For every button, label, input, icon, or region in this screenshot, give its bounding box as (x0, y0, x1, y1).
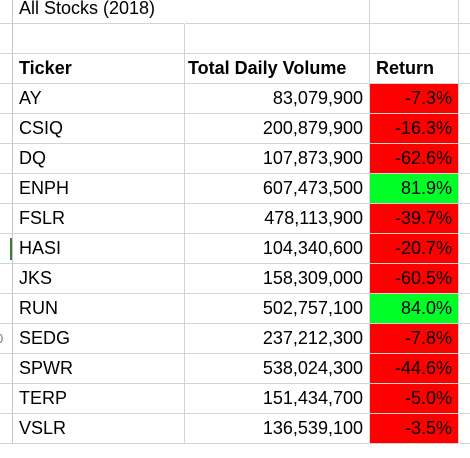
empty-cell[interactable] (459, 414, 470, 444)
row-gutter (0, 144, 13, 174)
volume-cell[interactable]: 104,340,600 (185, 234, 370, 264)
row-gutter (0, 294, 13, 324)
header-row: Ticker Total Daily Volume Return (0, 54, 470, 84)
ticker-cell[interactable]: HASI (13, 234, 185, 264)
return-cell[interactable]: 81.9% (370, 174, 459, 204)
ticker-cell[interactable]: TERP (13, 384, 185, 414)
empty-cell[interactable] (185, 24, 370, 54)
table-row: JKS 158,309,000 -60.5% (0, 264, 470, 294)
title-row: All Stocks (2018) (0, 0, 470, 24)
row-gutter (0, 204, 13, 234)
row-selection-marker (10, 238, 12, 260)
header-ticker[interactable]: Ticker (13, 54, 185, 84)
volume-cell[interactable]: 107,873,900 (185, 144, 370, 174)
header-total-daily-volume[interactable]: Total Daily Volume (185, 54, 370, 84)
empty-row (0, 24, 470, 54)
row-gutter (0, 234, 13, 264)
empty-cell[interactable] (459, 144, 470, 174)
volume-cell[interactable]: 136,539,100 (185, 414, 370, 444)
return-cell[interactable]: -5.0% (370, 384, 459, 414)
table-row: ENPH 607,473,500 81.9% (0, 174, 470, 204)
ticker-cell[interactable]: JKS (13, 264, 185, 294)
empty-cell[interactable] (459, 204, 470, 234)
row-gutter (0, 0, 13, 24)
empty-cell[interactable] (185, 0, 370, 24)
ticker-cell[interactable]: SEDG (13, 324, 185, 354)
empty-cell[interactable] (370, 0, 459, 24)
ticker-cell[interactable]: AY (13, 84, 185, 114)
ticker-cell[interactable]: SPWR (13, 354, 185, 384)
volume-cell[interactable]: 237,212,300 (185, 324, 370, 354)
row-gutter (0, 114, 13, 144)
table-row: TERP 151,434,700 -5.0% (0, 384, 470, 414)
empty-cell[interactable] (459, 114, 470, 144)
table-row: HASI 104,340,600 -20.7% (0, 234, 470, 264)
row-gutter (0, 384, 13, 414)
volume-cell[interactable]: 158,309,000 (185, 264, 370, 294)
volume-cell[interactable]: 151,434,700 (185, 384, 370, 414)
ticker-cell[interactable]: RUN (13, 294, 185, 324)
row-gutter (0, 54, 13, 84)
volume-cell[interactable]: 83,079,900 (185, 84, 370, 114)
return-cell[interactable]: -20.7% (370, 234, 459, 264)
volume-cell[interactable]: 200,879,900 (185, 114, 370, 144)
empty-cell[interactable] (13, 24, 185, 54)
empty-cell[interactable] (370, 24, 459, 54)
row-gutter (0, 24, 13, 54)
return-cell[interactable]: -62.6% (370, 144, 459, 174)
sheet-title-cell[interactable]: All Stocks (2018) (13, 0, 184, 24)
row-gutter: 0 (0, 324, 13, 354)
return-cell[interactable]: -7.8% (370, 324, 459, 354)
return-cell[interactable]: -3.5% (370, 414, 459, 444)
ticker-cell[interactable]: FSLR (13, 204, 185, 234)
empty-cell[interactable] (459, 354, 470, 384)
table-row: FSLR 478,113,900 -39.7% (0, 204, 470, 234)
return-cell[interactable]: -44.6% (370, 354, 459, 384)
row-number: 0 (0, 324, 10, 353)
empty-cell[interactable] (459, 0, 470, 24)
volume-cell[interactable]: 538,024,300 (185, 354, 370, 384)
volume-cell[interactable]: 502,757,100 (185, 294, 370, 324)
return-cell[interactable]: -60.5% (370, 264, 459, 294)
ticker-cell[interactable]: DQ (13, 144, 185, 174)
row-gutter (0, 264, 13, 294)
row-gutter (0, 354, 13, 384)
empty-cell[interactable] (459, 174, 470, 204)
table-row: SPWR 538,024,300 -44.6% (0, 354, 470, 384)
empty-cell[interactable] (459, 84, 470, 114)
empty-cell[interactable] (459, 234, 470, 264)
empty-cell[interactable] (459, 384, 470, 414)
empty-cell[interactable] (459, 324, 470, 354)
ticker-cell[interactable]: VSLR (13, 414, 185, 444)
table-row: CSIQ 200,879,900 -16.3% (0, 114, 470, 144)
return-cell[interactable]: -7.3% (370, 84, 459, 114)
empty-cell[interactable] (459, 264, 470, 294)
table-row: AY 83,079,900 -7.3% (0, 84, 470, 114)
return-cell[interactable]: -39.7% (370, 204, 459, 234)
row-gutter (0, 174, 13, 204)
empty-cell[interactable] (459, 294, 470, 324)
row-gutter (0, 414, 13, 444)
empty-cell[interactable] (459, 24, 470, 54)
volume-cell[interactable]: 607,473,500 (185, 174, 370, 204)
return-cell[interactable]: 84.0% (370, 294, 459, 324)
empty-cell[interactable] (459, 54, 470, 84)
ticker-cell[interactable]: ENPH (13, 174, 185, 204)
volume-cell[interactable]: 478,113,900 (185, 204, 370, 234)
table-row: 0SEDG237,212,300-7.8% (0, 324, 470, 354)
ticker-cell[interactable]: CSIQ (13, 114, 185, 144)
row-gutter (0, 84, 13, 114)
table-row: VSLR 136,539,100 -3.5% (0, 414, 470, 444)
table-row: RUN 502,757,100 84.0% (0, 294, 470, 324)
header-return[interactable]: Return (370, 54, 459, 84)
return-cell[interactable]: -16.3% (370, 114, 459, 144)
table-row: DQ 107,873,900 -62.6% (0, 144, 470, 174)
